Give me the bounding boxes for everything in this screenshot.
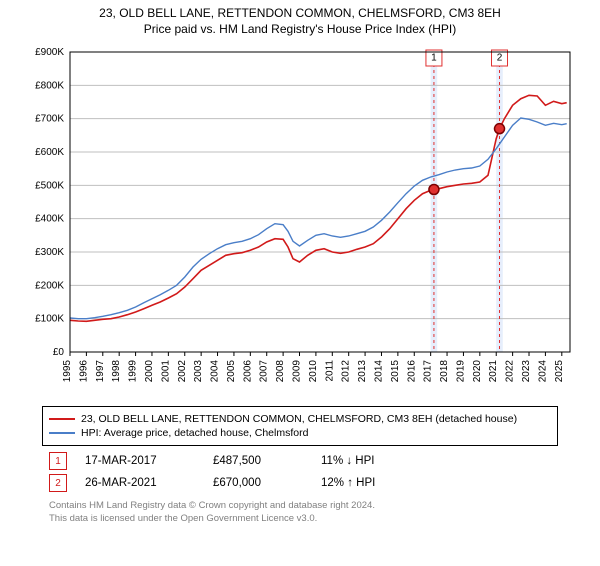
sale-date: 17-MAR-2017 bbox=[85, 455, 195, 467]
sale-delta-vs-hpi: 11% ↓ HPI bbox=[321, 455, 431, 467]
price-chart: £0 £100K £200K £300K £400K £500K £600K £700K £80… bbox=[20, 42, 580, 402]
x-tick-label: 2024 bbox=[537, 360, 548, 383]
x-tick-label: 2012 bbox=[341, 360, 352, 383]
sale-marker-box: 1 bbox=[49, 452, 67, 470]
chart-canvas: £0 £100K £200K £300K £400K £500K £600K £700K £80… bbox=[20, 42, 580, 402]
y-tick-label: £500K bbox=[35, 180, 64, 191]
legend-swatch bbox=[49, 418, 75, 420]
legend-item: 23, OLD BELL LANE, RETTENDON COMMON, CHE… bbox=[49, 413, 551, 425]
chart-title-subtitle: Price paid vs. HM Land Registry's House … bbox=[0, 22, 600, 36]
legend-label: 23, OLD BELL LANE, RETTENDON COMMON, CHE… bbox=[81, 413, 517, 425]
x-tick-label: 2020 bbox=[472, 360, 483, 383]
sale-marker-box: 2 bbox=[49, 474, 67, 492]
x-tick-label: 2025 bbox=[554, 360, 565, 383]
y-tick-label: £400K bbox=[35, 214, 64, 225]
x-tick-label: 2019 bbox=[455, 360, 466, 383]
x-tick-label: 1995 bbox=[62, 360, 73, 383]
x-tick-label: 2001 bbox=[160, 360, 171, 383]
plot-area bbox=[70, 52, 570, 352]
x-tick-label: 2004 bbox=[210, 360, 221, 383]
footnote-line: This data is licensed under the Open Gov… bbox=[49, 513, 551, 526]
chart-title-address: 23, OLD BELL LANE, RETTENDON COMMON, CHE… bbox=[0, 6, 600, 20]
x-tick-label: 2023 bbox=[521, 360, 532, 383]
x-tick-label: 2007 bbox=[259, 360, 270, 383]
y-tick-label: £100K bbox=[35, 314, 64, 325]
legend: 23, OLD BELL LANE, RETTENDON COMMON, CHE… bbox=[42, 406, 558, 446]
legend-swatch bbox=[49, 432, 75, 434]
x-tick-label: 2018 bbox=[439, 360, 450, 383]
x-tick-label: 2013 bbox=[357, 360, 368, 383]
legend-item: HPI: Average price, detached house, Chel… bbox=[49, 427, 551, 439]
x-tick-label: 1999 bbox=[128, 360, 139, 383]
sale-price: £487,500 bbox=[213, 455, 303, 467]
x-tick-label: 1998 bbox=[111, 360, 122, 383]
x-tick-label: 2003 bbox=[193, 360, 204, 383]
x-tick-label: 2016 bbox=[406, 360, 417, 383]
y-tick-label: £900K bbox=[35, 47, 64, 58]
sale-delta-vs-hpi: 12% ↑ HPI bbox=[321, 477, 431, 489]
x-tick-label: 2009 bbox=[292, 360, 303, 383]
x-tick-label: 2000 bbox=[144, 360, 155, 383]
y-tick-label: £800K bbox=[35, 80, 64, 91]
table-row: 2 26-MAR-2021 £670,000 12% ↑ HPI bbox=[49, 474, 551, 492]
sale-marker-number: 2 bbox=[497, 53, 503, 64]
x-tick-label: 2022 bbox=[505, 360, 516, 383]
x-tick-label: 1997 bbox=[95, 360, 106, 383]
x-tick-label: 2010 bbox=[308, 360, 319, 383]
legend-label: HPI: Average price, detached house, Chel… bbox=[81, 427, 308, 439]
x-tick-label: 2015 bbox=[390, 360, 401, 383]
x-tick-label: 2011 bbox=[324, 360, 335, 382]
footnote: Contains HM Land Registry data © Crown c… bbox=[49, 500, 551, 526]
sale-point bbox=[495, 124, 505, 134]
x-tick-label: 2005 bbox=[226, 360, 237, 383]
y-tick-label: £700K bbox=[35, 114, 64, 125]
y-tick-label: £300K bbox=[35, 247, 64, 258]
y-tick-label: £0 bbox=[53, 347, 65, 358]
x-tick-label: 2006 bbox=[242, 360, 253, 383]
x-tick-label: 2021 bbox=[488, 360, 499, 383]
x-tick-label: 2017 bbox=[423, 360, 434, 383]
table-row: 1 17-MAR-2017 £487,500 11% ↓ HPI bbox=[49, 452, 551, 470]
sale-date: 26-MAR-2021 bbox=[85, 477, 195, 489]
x-tick-label: 1996 bbox=[78, 360, 89, 383]
x-tick-label: 2002 bbox=[177, 360, 188, 383]
footnote-line: Contains HM Land Registry data © Crown c… bbox=[49, 500, 551, 513]
x-tick-label: 2014 bbox=[373, 360, 384, 383]
sale-marker-number: 1 bbox=[431, 53, 437, 64]
y-tick-label: £200K bbox=[35, 280, 64, 291]
sale-price: £670,000 bbox=[213, 477, 303, 489]
sale-point bbox=[429, 185, 439, 195]
x-tick-label: 2008 bbox=[275, 360, 286, 383]
sales-table: 1 17-MAR-2017 £487,500 11% ↓ HPI 2 26-MA… bbox=[49, 452, 551, 492]
y-tick-label: £600K bbox=[35, 147, 64, 158]
